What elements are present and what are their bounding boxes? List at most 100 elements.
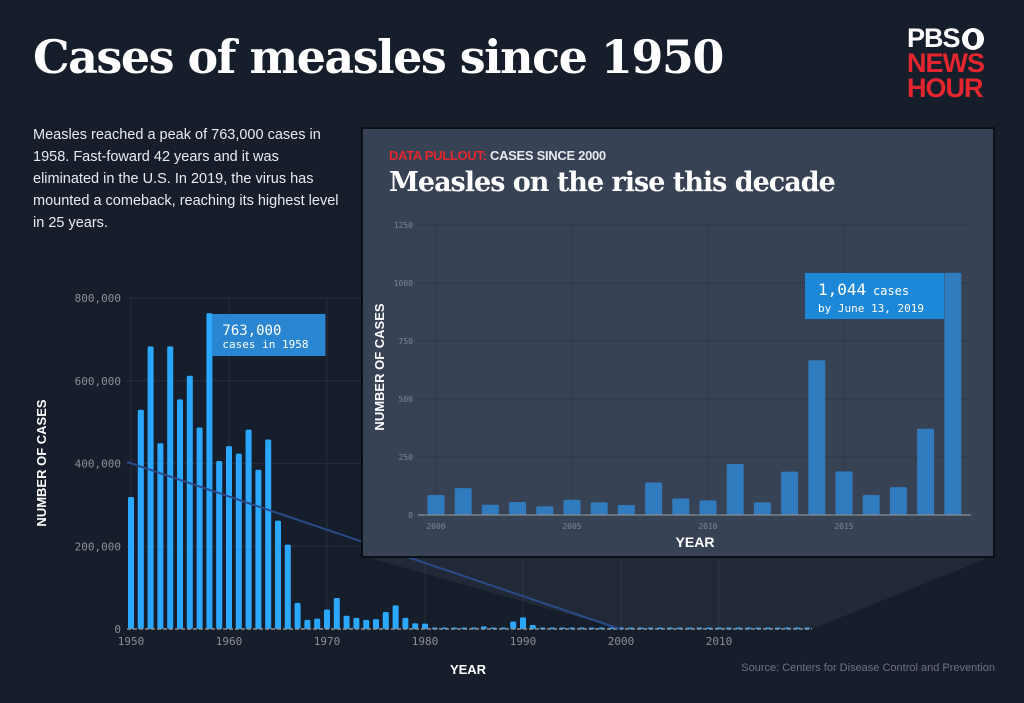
bar-1980 <box>422 623 428 629</box>
bar-1951 <box>137 409 144 629</box>
x-tick-label: 2000 <box>608 635 635 648</box>
latest-callout-box <box>805 273 944 319</box>
bar-1991 <box>529 625 536 629</box>
bar-2017 <box>889 487 907 515</box>
page-title: Cases of measles since 1950 <box>33 30 724 84</box>
bar-1961 <box>235 453 242 629</box>
bar-2003 <box>509 502 527 515</box>
x-tick-label: 2000 <box>426 522 445 531</box>
latest-callout-value: 1,044 <box>818 280 866 299</box>
bar-2009 <box>672 498 690 515</box>
bar-1966 <box>284 544 291 629</box>
bar-1977 <box>392 605 399 629</box>
bar-2008 <box>645 482 663 515</box>
y-tick-label: 1250 <box>394 221 413 230</box>
y-tick-label: 0 <box>408 511 413 520</box>
bar-2011 <box>726 463 744 515</box>
bar-1968 <box>304 619 311 629</box>
bar-2018 <box>917 428 935 515</box>
x-tick-label: 1960 <box>216 635 243 648</box>
x-tick-label: 1970 <box>314 635 341 648</box>
bar-1950 <box>128 497 134 629</box>
logo-hour: HOUR <box>907 73 984 103</box>
intro-text: Measles reached a peak of 763,000 cases … <box>33 127 339 231</box>
bar-1989 <box>510 621 517 629</box>
y-tick-label: 600,000 <box>75 375 121 388</box>
y-tick-label: 500 <box>399 395 414 404</box>
inset-kicker: DATA PULLOUT: CASES SINCE 2000 <box>389 148 606 163</box>
bar-1978 <box>402 617 409 629</box>
bar-1979 <box>412 623 419 629</box>
bar-2000 <box>427 495 445 515</box>
x-axis-title: YEAR <box>450 662 487 677</box>
x-tick-label: 1980 <box>412 635 439 648</box>
bar-1973 <box>353 617 360 629</box>
y-axis-title: NUMBER OF CASES <box>372 303 387 430</box>
latest-callout-unit: cases <box>873 284 909 298</box>
x-tick-label: 2010 <box>698 522 717 531</box>
bar-2005 <box>563 499 581 515</box>
bar-1964 <box>265 439 272 629</box>
x-tick-label: 1990 <box>510 635 537 648</box>
bar-1962 <box>245 429 252 629</box>
bar-1963 <box>255 469 262 629</box>
inset-chart: 0 250 500 750 1000 1250 2000 2005 2010 2015 1,044 c… <box>372 221 971 550</box>
bar-2001 <box>454 488 472 515</box>
bar-1990 <box>520 617 526 629</box>
bar-2006 <box>590 502 608 515</box>
bar-1957 <box>196 427 203 629</box>
bar-1955 <box>177 399 183 629</box>
bar-1967 <box>294 602 301 629</box>
peak-callout-text: cases in 1958 <box>222 338 308 351</box>
y-tick-label: 800,000 <box>75 292 121 305</box>
pbs-head-icon <box>961 27 984 50</box>
bar-1954 <box>167 346 174 629</box>
kicker-text: CASES SINCE 2000 <box>490 148 606 163</box>
bar-1975 <box>373 619 379 629</box>
pullout-wedge <box>363 556 993 629</box>
y-tick-label: 200,000 <box>75 540 121 553</box>
bar-1969 <box>314 618 321 629</box>
bar-1976 <box>382 612 389 629</box>
bar-2013 <box>781 471 799 515</box>
bar-1953 <box>157 443 164 629</box>
x-tick-label: 2015 <box>834 522 853 531</box>
kicker-label: DATA PULLOUT: <box>389 148 487 163</box>
bar-1956 <box>186 375 193 629</box>
bar-1970 <box>324 609 330 629</box>
x-tick-label: 2010 <box>706 635 733 648</box>
bar-1974 <box>363 619 370 629</box>
y-tick-label: 0 <box>114 623 121 636</box>
y-tick-label: 250 <box>399 453 414 462</box>
bar-1971 <box>333 597 340 629</box>
bar-2004 <box>536 506 554 515</box>
bar-1952 <box>147 346 154 629</box>
logo-news: NEWS <box>907 48 985 78</box>
y-tick-label: 400,000 <box>75 458 121 471</box>
bar-1972 <box>343 615 350 629</box>
bar-2002 <box>481 504 499 515</box>
bar-1960 <box>226 446 232 629</box>
inset-title: Measles on the rise this decade <box>389 167 836 198</box>
logo-pbs: PBS <box>907 23 961 53</box>
inset-panel: DATA PULLOUT: CASES SINCE 2000 Measles o… <box>361 127 995 558</box>
y-tick-label: 1000 <box>394 279 413 288</box>
pbs-newshour-logo: PBS NEWS HOUR <box>907 23 985 103</box>
x-tick-label: 2005 <box>562 522 581 531</box>
x-axis-title: YEAR <box>676 534 715 550</box>
bar-2010 <box>699 500 717 515</box>
bar-1958 <box>206 313 213 629</box>
latest-callout-text: by June 13, 2019 <box>818 302 924 315</box>
bar-2019 <box>944 272 962 515</box>
bar-1959 <box>216 461 223 629</box>
bar-2012 <box>753 502 771 515</box>
bar-2015 <box>835 471 853 515</box>
bar-2007 <box>617 505 635 515</box>
peak-callout-box <box>212 314 326 356</box>
x-tick-label: 1950 <box>118 635 145 648</box>
y-tick-label: 750 <box>399 337 414 346</box>
bar-2014 <box>808 360 826 515</box>
y-axis-title: NUMBER OF CASES <box>34 399 49 526</box>
peak-callout-value: 763,000 <box>222 323 281 339</box>
